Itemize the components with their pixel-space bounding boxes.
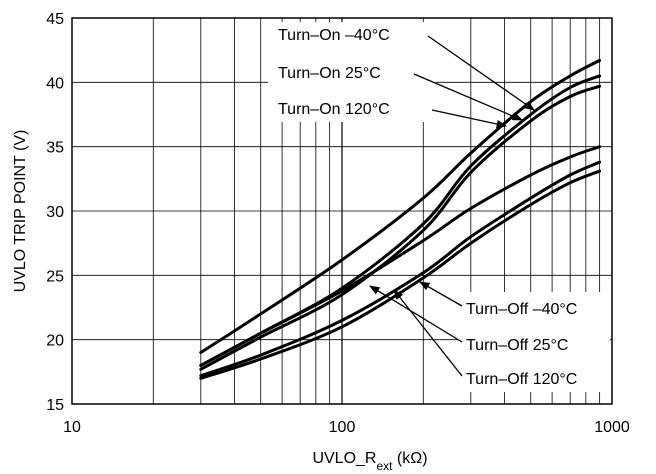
series-turn-off-25-arrow	[369, 285, 463, 343]
series-turn-on-120-arrow	[431, 109, 508, 129]
y-axis-label: UVLO TRIP POINT (V)	[12, 130, 29, 293]
y-tick-label: 40	[46, 75, 64, 92]
y-tick-label: 35	[46, 140, 64, 157]
x-tick-labels: 10 100 1000	[63, 419, 630, 436]
series-turn-off-minus40-line	[199, 145, 602, 367]
series-turn-off-25-label: Turn–Off 25°C	[466, 337, 568, 354]
x-tick-label: 100	[329, 419, 356, 436]
x-tick-label: 10	[63, 419, 81, 436]
y-tick-label: 15	[46, 397, 64, 414]
series-turn-on-minus40-label: Turn–On –40°C	[278, 27, 390, 44]
x-axis-label-unit: (kΩ)	[392, 450, 427, 467]
series-turn-on-minus40-arrow	[427, 35, 535, 111]
series-turn-on-120-line	[199, 84, 602, 371]
x-tick-label: 1000	[594, 419, 630, 436]
series-turn-off-minus40-arrow	[419, 281, 463, 307]
y-tick-label: 20	[46, 333, 64, 350]
legend-layer: Turn–On –40°C Turn–On 25°C Turn–On 120°C Tu…	[268, 22, 610, 392]
series-turn-off-120-label: Turn–Off 120°C	[466, 371, 577, 388]
x-axis-label-main: UVLO_R	[312, 450, 376, 467]
series-turn-on-120-label: Turn–On 120°C	[278, 101, 390, 118]
series-turn-off-120-arrow	[393, 289, 463, 377]
series-turn-off-120-line	[199, 169, 602, 380]
series-turn-on-25-arrow	[413, 73, 523, 121]
turn-off-label-box	[458, 292, 610, 392]
y-tick-labels: 15 20 25 30 35 40 45	[46, 11, 64, 414]
y-tick-label: 30	[46, 204, 64, 221]
series-turn-off-minus40-label: Turn–Off –40°C	[466, 301, 577, 318]
series-layer	[199, 59, 602, 380]
y-tick-label: 25	[46, 268, 64, 285]
x-axis-label: UVLO_Rext (kΩ)	[312, 450, 427, 473]
x-axis-label-subscript: ext	[376, 459, 393, 473]
series-turn-off-25-line	[199, 160, 602, 378]
plot-frame	[71, 17, 613, 405]
turn-on-label-box	[268, 22, 436, 122]
y-tick-label: 45	[46, 11, 64, 28]
series-turn-on-minus40-line	[199, 59, 602, 354]
series-turn-on-25-label: Turn–On 25°C	[278, 65, 381, 82]
